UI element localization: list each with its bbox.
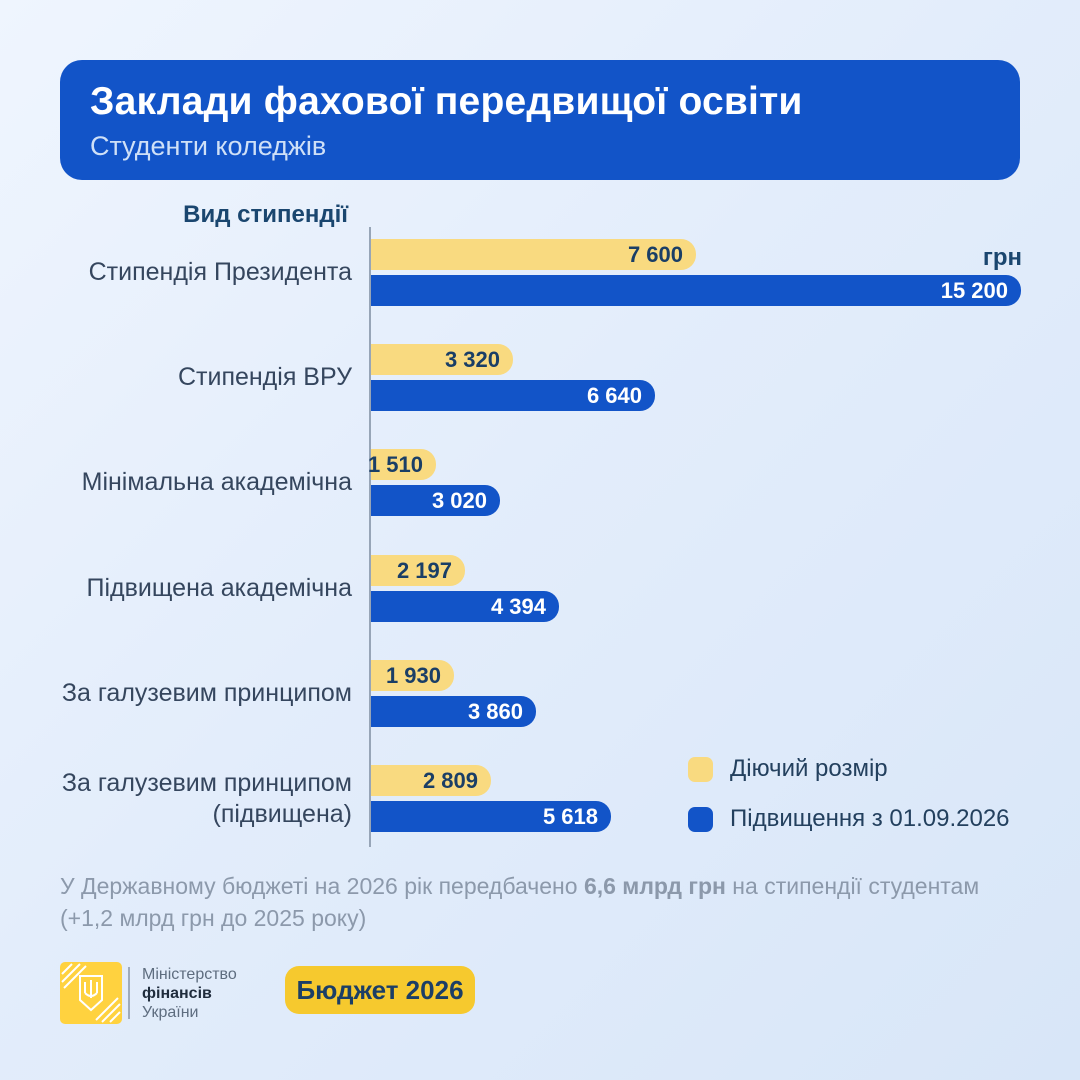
category-label: Підвищена академічна <box>86 574 352 603</box>
page-subtitle: Студенти коледжів <box>90 130 327 161</box>
chart-group: Підвищена академічна 2 197 4 394 <box>0 555 1080 622</box>
bar-value-label: 1 930 <box>385 662 441 688</box>
bar-increase: 3 020 <box>371 485 500 516</box>
axis-line <box>369 227 371 847</box>
axis-title: Вид стипендії <box>183 201 348 228</box>
bar-value-label: 5 618 <box>542 803 598 829</box>
bar-increase: 6 640 <box>371 380 655 411</box>
bar-current: 1 930 <box>371 660 454 691</box>
bar-value-label: 3 320 <box>444 346 500 372</box>
ministry-line-3: України <box>142 1004 199 1021</box>
bar-value-label: 3 860 <box>467 698 523 724</box>
footer-divider <box>128 967 130 1019</box>
budget-2026-badge: Бюджет 2026 <box>285 966 475 1014</box>
bar-value-label: 1 510 <box>367 451 423 477</box>
bar-value-label: 3 020 <box>431 487 487 513</box>
legend-swatch-icon <box>688 756 713 782</box>
category-label: За галузевим принципом (підвищена) <box>61 769 352 828</box>
legend: Діючий розмір Підвищення з 01.09.2026 <box>688 755 1010 856</box>
bar-value-label: 15 200 <box>940 277 1008 303</box>
category-label: Стипендія ВРУ <box>177 363 352 392</box>
bar-value-label: 2 197 <box>396 557 452 583</box>
chart-group: Стипендія Президента 7 600 15 200 <box>0 239 1080 306</box>
legend-label: Підвищення з 01.09.2026 <box>730 805 1010 832</box>
bar-increase: 3 860 <box>371 696 536 727</box>
category-label: Мінімальна академічна <box>81 468 352 497</box>
bar-current: 2 809 <box>371 765 491 796</box>
header-banner: Заклади фахової передвищої освіти Студен… <box>60 60 1020 180</box>
legend-label: Діючий розмір <box>730 755 888 782</box>
chart-group: За галузевим принципом (підвищена) 2 809 5… <box>0 765 1080 832</box>
chart-group: Стипендія ВРУ 3 320 6 640 <box>0 344 1080 411</box>
trident-icon <box>60 962 122 1024</box>
bar-value-label: 4 394 <box>490 593 546 619</box>
note-text-1: У Державному бюджеті на 2026 рік передба… <box>60 873 584 899</box>
category-label: За галузевим принципом <box>61 679 352 708</box>
ministry-logo <box>60 962 122 1024</box>
chart-group: Мінімальна академічна 1 510 3 020 <box>0 449 1080 516</box>
ministry-line-1: Міністерство <box>142 966 237 983</box>
note-line-2: (+1,2 млрд грн до 2025 року) <box>60 904 367 931</box>
bar-increase: 15 200 <box>371 275 1021 306</box>
budget-note: У Державному бюджеті на 2026 рік передба… <box>60 871 1008 934</box>
category-label: Стипендія Президента <box>88 258 352 287</box>
ministry-line-2: фінансів <box>142 985 212 1002</box>
bar-increase: 4 394 <box>371 591 559 622</box>
bar-current: 1 510 <box>367 449 436 480</box>
legend-row: Підвищення з 01.09.2026 <box>688 805 1010 832</box>
unit-label: грн <box>982 244 1022 271</box>
legend-row: Діючий розмір <box>688 755 1010 782</box>
bar-current: 3 320 <box>371 344 513 375</box>
bar-increase: 5 618 <box>371 801 611 832</box>
page-title: Заклади фахової передвищої освіти <box>90 80 803 123</box>
bar-current: 2 197 <box>371 555 465 586</box>
chart-group: За галузевим принципом 1 930 3 860 <box>0 660 1080 727</box>
note-text-2: на стипендії студентам <box>725 873 980 899</box>
bar-value-label: 6 640 <box>586 382 642 408</box>
note-bold: 6,6 млрд грн <box>583 873 726 899</box>
legend-swatch-icon <box>688 806 713 832</box>
bar-value-label: 2 809 <box>422 767 478 793</box>
bar-value-label: 7 600 <box>627 241 683 267</box>
ministry-name: Міністерство фінансів України <box>142 965 237 1022</box>
bar-current: 7 600 <box>371 239 696 270</box>
